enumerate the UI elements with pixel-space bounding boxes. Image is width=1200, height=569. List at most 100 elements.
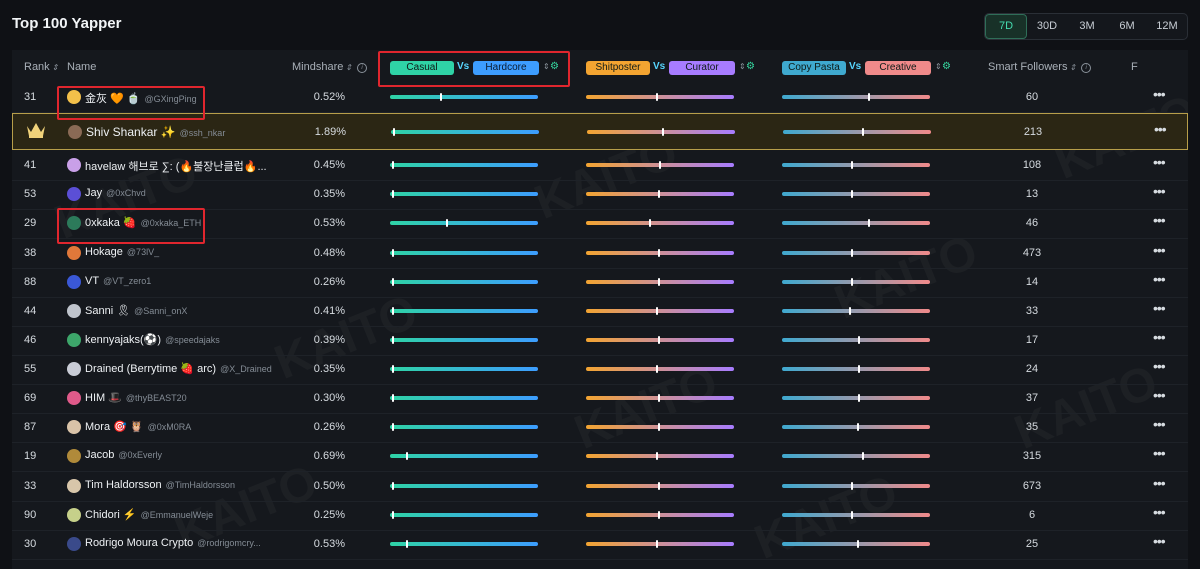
table-row[interactable]: 44 Sanni 🎗 @Sanni_onX 0.41% 33 ••• [12, 297, 1188, 326]
user-name[interactable]: 金灰 🧡 🍵 @GXingPing [85, 93, 197, 105]
copy-pasta-pill[interactable]: Copy Pasta [782, 61, 846, 75]
sort-icon[interactable]: ⇕ [935, 62, 942, 71]
avatar[interactable] [67, 90, 81, 104]
range-button-30d[interactable]: 30D [1036, 20, 1058, 32]
creative-pill[interactable]: Creative [865, 61, 931, 75]
avatar[interactable] [67, 304, 81, 318]
avatar[interactable] [67, 246, 81, 260]
user-name[interactable]: kennyajaks(⚽) @speedajaks [85, 334, 220, 346]
user-name[interactable]: Sanni 🎗 @Sanni_onX [85, 305, 188, 317]
avatar[interactable] [67, 420, 81, 434]
casual-hardcore-bar [390, 394, 538, 402]
avatar[interactable] [67, 216, 81, 230]
table-row[interactable]: 46 kennyajaks(⚽) @speedajaks 0.39% 17 ••• [12, 326, 1188, 355]
user-name[interactable]: Chidori ⚡ @EmmanuelWeje [85, 509, 214, 521]
more-options-icon[interactable]: ••• [1153, 183, 1166, 199]
user-name[interactable]: VT @VT_zero1 [85, 275, 152, 287]
more-options-icon[interactable]: ••• [1153, 475, 1166, 491]
avatar[interactable] [67, 158, 81, 172]
range-button-7d[interactable]: 7D [985, 14, 1027, 39]
copypasta-creative-bar [782, 278, 930, 286]
table-row[interactable]: 90 Chidori ⚡ @EmmanuelWeje 0.25% 6 ••• [12, 501, 1188, 530]
table-row[interactable]: 87 Mora 🎯 🦉 @0xM0RA 0.26% 35 ••• [12, 413, 1188, 442]
table-row[interactable]: 41 havelaw 해브로 ∑: (🔥불장난클럽🔥... 0.45% 108 ••• [12, 151, 1188, 180]
user-name[interactable]: Hokage @73lV_ [85, 246, 160, 258]
range-button-12m[interactable]: 12M [1156, 20, 1178, 32]
more-options-icon[interactable]: ••• [1153, 358, 1166, 374]
avatar[interactable] [67, 479, 81, 493]
mindshare-header[interactable]: Mindshare ⇕ i [292, 61, 368, 73]
table-row[interactable]: 33 Tim Haldorsson @TimHaldorsson 0.50% 673 ••… [12, 472, 1188, 501]
table-row[interactable]: 19 Jacob @0xEverly 0.69% 315 ••• [12, 442, 1188, 471]
settings-icon[interactable]: ⚙ [942, 61, 951, 72]
sort-icon[interactable]: ⇕ [543, 62, 550, 71]
leaderboard-table: KAITOKAITOKAITOKAITOKAITOKAITOKAITOKAITO… [12, 50, 1188, 569]
sort-icon[interactable]: ⇕ [739, 62, 746, 71]
rank: 38 [24, 247, 37, 259]
copypasta-creative-bar-marker [850, 511, 853, 519]
more-options-icon[interactable]: ••• [1153, 416, 1166, 432]
range-button-6m[interactable]: 6M [1119, 20, 1135, 32]
table-row[interactable]: 30 Rodrigo Moura Crypto @rodrigomcry... 0.5… [12, 530, 1188, 559]
avatar[interactable] [67, 187, 81, 201]
more-options-icon[interactable]: ••• [1153, 387, 1166, 403]
smart-followers-header[interactable]: Smart Followers ⇕ i [988, 61, 1092, 73]
avatar[interactable] [68, 125, 82, 139]
hardcore-pill[interactable]: Hardcore [473, 61, 539, 75]
more-options-icon[interactable]: ••• [1153, 300, 1166, 316]
more-options-icon[interactable]: ••• [1154, 121, 1167, 137]
avatar[interactable] [67, 333, 81, 347]
page-title: Top 100 Yapper [12, 15, 122, 32]
more-options-icon[interactable]: ••• [1153, 533, 1166, 549]
more-options-icon[interactable]: ••• [1153, 154, 1166, 170]
avatar[interactable] [67, 508, 81, 522]
table-row[interactable]: 29 0xkaka 🍓 @0xkaka_ETH 0.53% 46 ••• [12, 209, 1188, 238]
avatar[interactable] [67, 391, 81, 405]
avatar[interactable] [67, 449, 81, 463]
row-divider [12, 209, 1188, 210]
avatar[interactable] [67, 275, 81, 289]
table-row[interactable]: 38 Hokage @73lV_ 0.48% 473 ••• [12, 239, 1188, 268]
casual-pill[interactable]: Casual [390, 61, 454, 75]
info-icon[interactable]: i [1081, 63, 1092, 73]
curator-pill[interactable]: Curator [669, 61, 735, 75]
user-name[interactable]: Mora 🎯 🦉 @0xM0RA [85, 421, 192, 433]
more-options-icon[interactable]: ••• [1153, 329, 1166, 345]
rank: 46 [24, 334, 37, 346]
rank-header[interactable]: Rank ⇕ [24, 61, 59, 73]
row-divider [12, 297, 1188, 298]
avatar[interactable] [67, 537, 81, 551]
user-name[interactable]: Jay @0xChvd [85, 187, 146, 199]
mindshare-value: 0.26% [313, 421, 345, 433]
casual-hardcore-bar [391, 128, 539, 136]
shitposter-curator-bar-marker [657, 190, 660, 198]
table-row[interactable]: 88 VT @VT_zero1 0.26% 14 ••• [12, 268, 1188, 297]
table-row[interactable]: 31 金灰 🧡 🍵 @GXingPing 0.52% 60 ••• [12, 83, 1188, 112]
settings-icon[interactable]: ⚙ [550, 61, 559, 72]
user-name[interactable]: havelaw 해브로 ∑: (🔥불장난클럽🔥... [85, 161, 267, 173]
more-options-icon[interactable]: ••• [1153, 504, 1166, 520]
avatar[interactable] [67, 362, 81, 376]
info-icon[interactable]: i [357, 63, 368, 73]
more-options-icon[interactable]: ••• [1153, 242, 1166, 258]
table-row[interactable]: 69 HIM 🎩 @thyBEAST20 0.30% 37 ••• [12, 384, 1188, 413]
casual-hardcore-bar [390, 423, 538, 431]
range-button-3m[interactable]: 3M [1079, 20, 1095, 32]
more-options-icon[interactable]: ••• [1153, 86, 1166, 102]
shitposter-pill[interactable]: Shitposter [586, 61, 650, 75]
user-name[interactable]: 0xkaka 🍓 @0xkaka_ETH [85, 217, 202, 229]
more-options-icon[interactable]: ••• [1153, 271, 1166, 287]
settings-icon[interactable]: ⚙ [746, 61, 755, 72]
user-name[interactable]: Shiv Shankar ✨ @ssh_nkar [86, 125, 226, 139]
table-row[interactable]: Shiv Shankar ✨ @ssh_nkar 1.89% 213 ••• [12, 113, 1188, 150]
user-name[interactable]: Jacob @0xEverly [85, 449, 163, 461]
user-name[interactable]: Drained (Berrytime 🍓 arc) @X_Drained [85, 363, 272, 375]
user-name[interactable]: HIM 🎩 @thyBEAST20 [85, 392, 187, 404]
more-options-icon[interactable]: ••• [1153, 212, 1166, 228]
user-name[interactable]: Tim Haldorsson @TimHaldorsson [85, 479, 235, 491]
table-row[interactable]: 53 Jay @0xChvd 0.35% 13 ••• [12, 180, 1188, 209]
table-row[interactable]: 55 Drained (Berrytime 🍓 arc) @X_Drained 0.3… [12, 355, 1188, 384]
user-name[interactable]: Rodrigo Moura Crypto @rodrigomcry... [85, 537, 261, 549]
more-options-icon[interactable]: ••• [1153, 445, 1166, 461]
casual-hardcore-bar-marker [391, 394, 394, 402]
